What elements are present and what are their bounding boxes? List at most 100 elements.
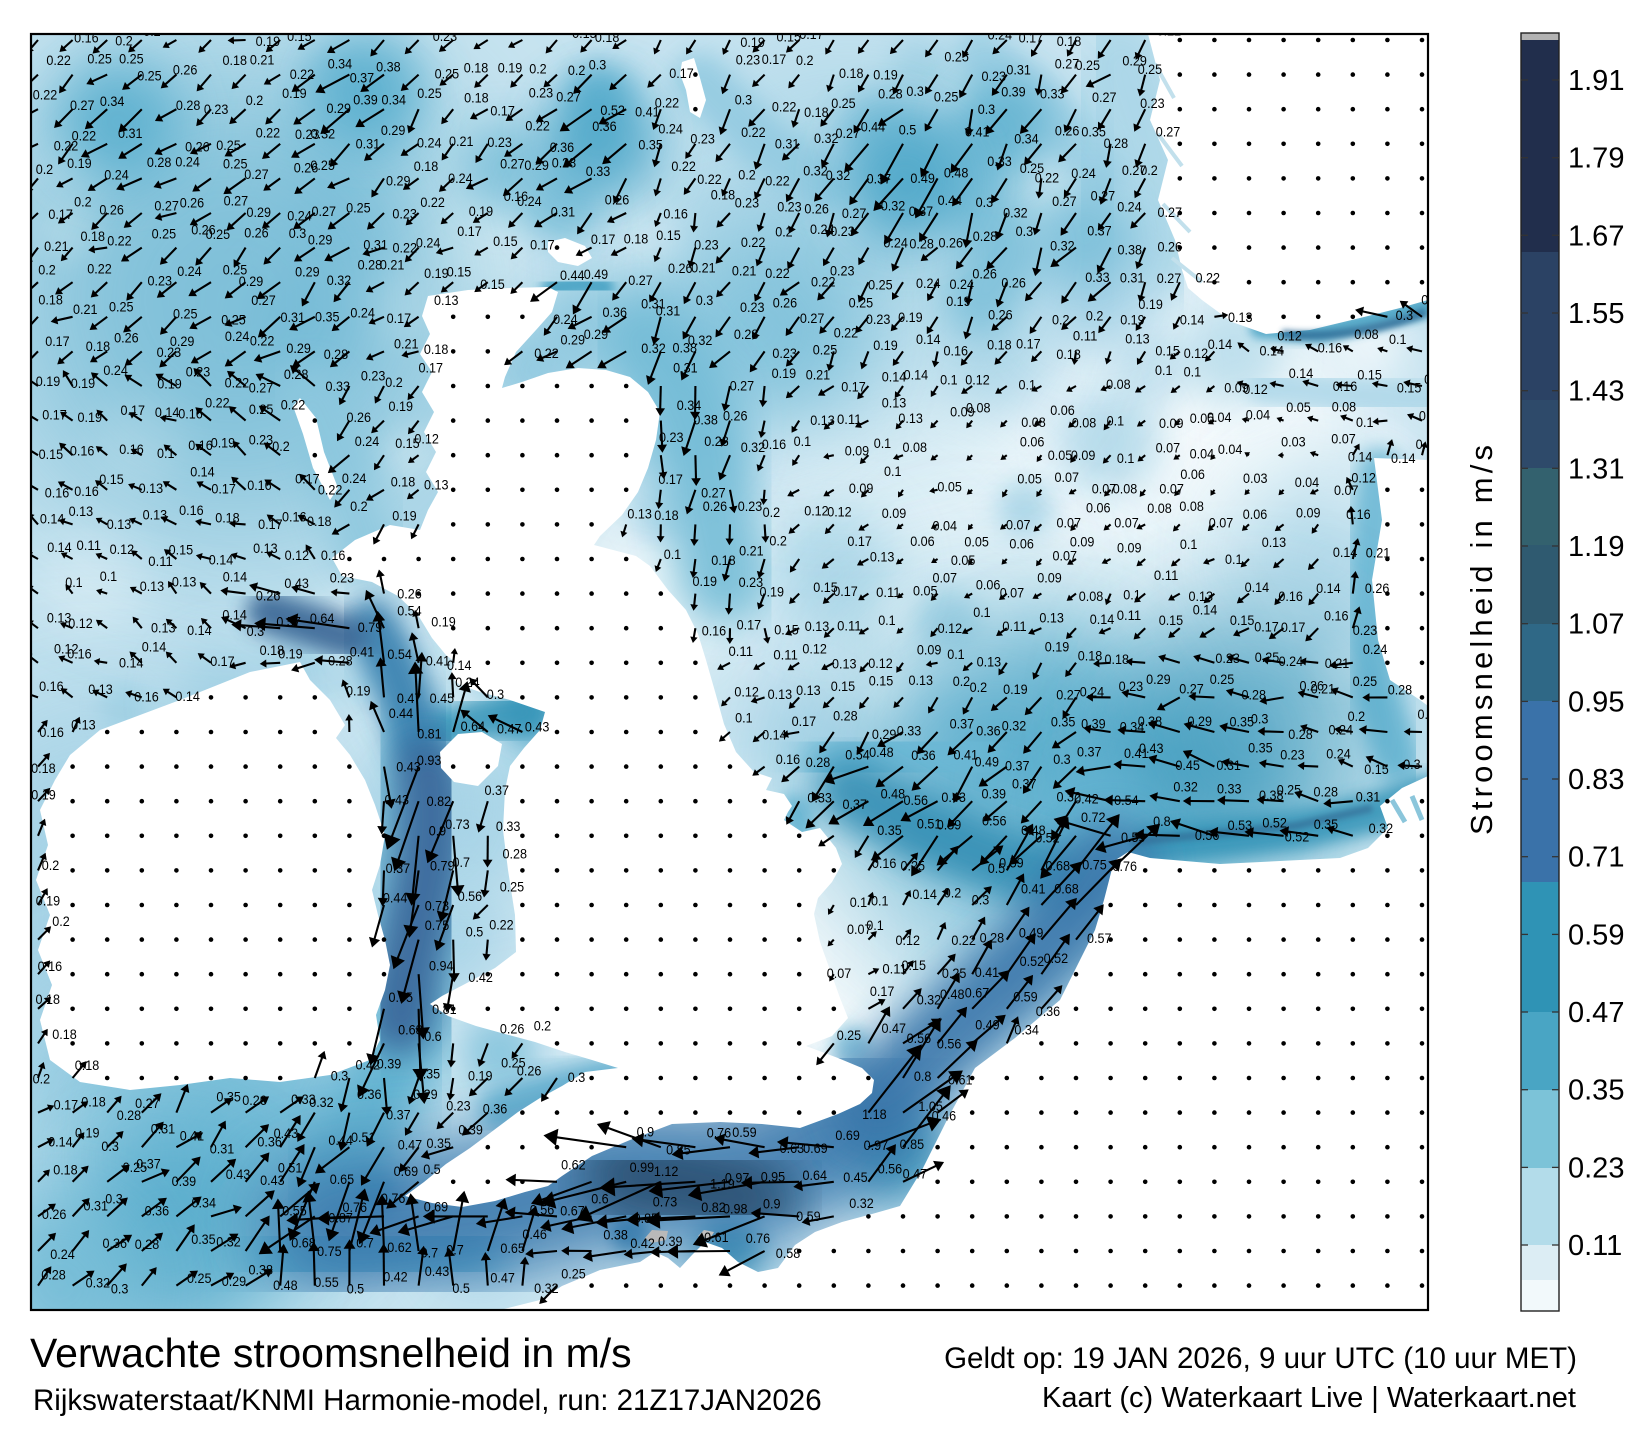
svg-text:0.23: 0.23	[739, 574, 764, 590]
svg-text:0.14: 0.14	[175, 688, 200, 704]
svg-text:0.24: 0.24	[883, 235, 908, 251]
svg-text:0.27: 0.27	[244, 166, 269, 182]
svg-text:0.16: 0.16	[1324, 607, 1349, 623]
svg-text:0.15: 0.15	[831, 678, 856, 694]
svg-text:0.33: 0.33	[897, 723, 922, 739]
svg-text:0.82: 0.82	[427, 793, 452, 809]
svg-text:1.55: 1.55	[1568, 298, 1624, 330]
svg-text:0.07: 0.07	[1159, 481, 1184, 497]
svg-text:0.32: 0.32	[741, 439, 766, 455]
svg-text:0.56: 0.56	[1195, 827, 1220, 843]
svg-text:1.18: 1.18	[862, 1106, 887, 1122]
svg-text:0.47: 0.47	[397, 690, 422, 706]
svg-text:0.2: 0.2	[568, 62, 586, 78]
svg-text:0.24: 0.24	[1071, 165, 1096, 181]
svg-text:0.99: 0.99	[630, 1159, 655, 1175]
svg-text:0.14: 0.14	[1316, 580, 1341, 596]
svg-text:0.29: 0.29	[386, 173, 411, 189]
svg-text:0.19: 0.19	[36, 893, 61, 909]
svg-text:0.25: 0.25	[417, 85, 442, 101]
svg-text:0.34: 0.34	[328, 55, 353, 71]
svg-text:0.24: 0.24	[517, 193, 542, 209]
svg-text:0.12: 0.12	[1277, 328, 1302, 344]
svg-text:0.1: 0.1	[1123, 587, 1141, 603]
svg-text:0.35: 0.35	[416, 1066, 441, 1082]
svg-text:0.6: 0.6	[424, 1028, 442, 1044]
svg-text:0.18: 0.18	[1424, 371, 1449, 387]
svg-text:1.19: 1.19	[710, 1176, 735, 1192]
svg-text:0.21: 0.21	[691, 260, 716, 276]
svg-text:0.25: 0.25	[206, 226, 231, 242]
svg-text:0.16: 0.16	[762, 436, 787, 452]
svg-text:0.7: 0.7	[453, 854, 471, 870]
svg-text:0.18: 0.18	[424, 341, 449, 357]
svg-text:0.35: 0.35	[1230, 714, 1255, 730]
svg-text:0.98: 0.98	[723, 1201, 748, 1217]
svg-text:0.03: 0.03	[1281, 434, 1306, 450]
svg-text:0.37: 0.37	[386, 860, 411, 876]
svg-text:0.16: 0.16	[282, 509, 307, 525]
svg-text:0.54: 0.54	[397, 603, 422, 619]
svg-text:0.2: 0.2	[970, 679, 988, 695]
svg-text:0.17: 0.17	[462, 21, 487, 37]
svg-text:0.13: 0.13	[140, 578, 165, 594]
svg-text:0.19: 0.19	[772, 365, 797, 381]
svg-text:0.18: 0.18	[81, 1094, 106, 1110]
svg-text:0.13: 0.13	[627, 506, 652, 522]
svg-text:0.1: 0.1	[871, 893, 889, 909]
svg-text:0.34: 0.34	[1014, 131, 1039, 147]
svg-text:0.25: 0.25	[501, 1054, 526, 1070]
svg-text:0.17: 0.17	[658, 471, 683, 487]
svg-text:0.32: 0.32	[216, 1233, 241, 1249]
svg-text:0.37: 0.37	[1005, 758, 1030, 774]
svg-text:0.18: 0.18	[414, 158, 439, 174]
svg-text:0.35: 0.35	[1051, 714, 1076, 730]
svg-text:0.2: 0.2	[769, 532, 787, 548]
svg-text:0.22: 0.22	[671, 158, 696, 174]
svg-text:0.51: 0.51	[917, 816, 942, 832]
svg-text:0.25: 0.25	[1076, 57, 1101, 73]
svg-text:0.85: 0.85	[634, 1210, 659, 1226]
svg-text:0.27: 0.27	[1421, 292, 1446, 308]
svg-text:0.27: 0.27	[842, 205, 867, 221]
svg-text:0.5: 0.5	[452, 1280, 470, 1296]
svg-text:0.2: 0.2	[115, 33, 133, 49]
svg-text:0.41: 0.41	[975, 964, 1000, 980]
svg-text:0.68: 0.68	[1054, 880, 1079, 896]
svg-text:0.24: 0.24	[355, 433, 380, 449]
svg-text:0.21: 0.21	[1311, 680, 1336, 696]
svg-text:0.76: 0.76	[343, 1199, 368, 1215]
svg-text:0.18: 0.18	[624, 231, 649, 247]
svg-text:0.11: 0.11	[1117, 607, 1142, 623]
svg-text:0.08: 0.08	[1147, 500, 1172, 516]
svg-text:0.32: 0.32	[86, 1275, 111, 1291]
svg-text:0.27: 0.27	[800, 310, 825, 326]
svg-text:0.14: 0.14	[187, 622, 212, 638]
svg-text:0.35: 0.35	[315, 309, 340, 325]
svg-text:0.06: 0.06	[976, 576, 1001, 592]
svg-text:0.25: 0.25	[310, 157, 335, 173]
svg-text:0.41: 0.41	[954, 747, 979, 763]
svg-text:0.94: 0.94	[429, 958, 454, 974]
svg-text:0.15: 0.15	[169, 542, 194, 558]
svg-text:0.13: 0.13	[1262, 534, 1287, 550]
svg-text:0.95: 0.95	[389, 989, 414, 1005]
svg-text:0.44: 0.44	[328, 1132, 353, 1148]
svg-text:0.13: 0.13	[47, 609, 72, 625]
svg-text:0.38: 0.38	[376, 59, 401, 75]
svg-text:0.52: 0.52	[600, 102, 625, 118]
svg-text:0.25: 0.25	[1353, 673, 1378, 689]
svg-text:0.1: 0.1	[1180, 536, 1198, 552]
svg-text:0.15: 0.15	[1230, 612, 1255, 628]
svg-text:0.24: 0.24	[175, 154, 200, 170]
svg-text:0.22: 0.22	[72, 127, 97, 143]
svg-text:0.21: 0.21	[739, 542, 764, 558]
svg-text:0.17: 0.17	[491, 20, 516, 36]
svg-text:0.43: 0.43	[1139, 740, 1164, 756]
svg-text:0.27: 0.27	[1052, 193, 1077, 209]
svg-text:0.22: 0.22	[393, 240, 418, 256]
svg-text:0.29: 0.29	[561, 331, 586, 347]
svg-text:0.11: 0.11	[837, 411, 862, 427]
svg-text:0.27: 0.27	[1056, 686, 1081, 702]
svg-text:0.59: 0.59	[796, 1208, 821, 1224]
